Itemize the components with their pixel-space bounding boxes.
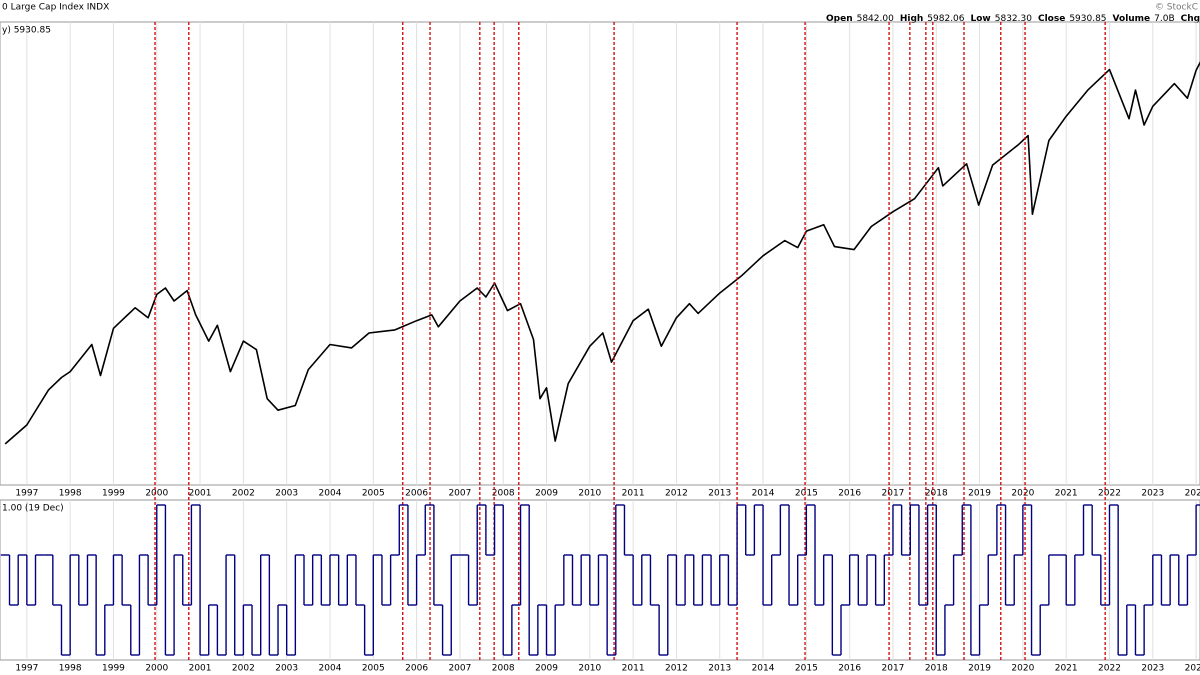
x-tick-label: 2023 — [1141, 489, 1164, 499]
quote-value: 7.0B — [1154, 14, 1175, 24]
quote-text: Open 5842.00 High 5982.06 Low 5832.30 Close 593… — [826, 14, 1200, 24]
x-tick-label: 2004 — [319, 489, 342, 499]
x-tick-label: 2004 — [319, 664, 342, 674]
x-tick-label: 2010 — [578, 489, 601, 499]
x-tick-label: 2008 — [492, 664, 515, 674]
price-line — [4, 60, 1200, 445]
x-tick-label: 2020 — [1011, 664, 1034, 674]
quote-value: 5930.85 — [1069, 14, 1106, 24]
x-tick-label: 2013 — [708, 489, 731, 499]
quote-label: Low — [971, 14, 991, 24]
x-tick-label: 1999 — [102, 664, 125, 674]
quote-label: High — [900, 14, 923, 24]
x-tick-label: 2005 — [362, 664, 385, 674]
x-tick-label: 2011 — [622, 489, 645, 499]
x-tick-label: 2014 — [752, 489, 775, 499]
x-tick-label: 2024 — [1185, 664, 1200, 674]
x-tick-label: 2022 — [1098, 664, 1121, 674]
x-tick-label: 2021 — [1055, 489, 1078, 499]
quote-label: Volume — [1113, 14, 1151, 24]
x-tick-label: 2024 — [1185, 489, 1200, 499]
x-tick-label: 2019 — [968, 664, 991, 674]
x-tick-label: 2007 — [448, 664, 471, 674]
quote-value: 5832.30 — [995, 14, 1032, 24]
x-tick-label: 1997 — [15, 489, 38, 499]
quote-label: Close — [1038, 14, 1065, 24]
x-tick-label: 2016 — [838, 664, 861, 674]
x-tick-label: 2007 — [448, 489, 471, 499]
x-tick-label: 2015 — [795, 664, 818, 674]
x-tick-label: 1997 — [15, 664, 38, 674]
legend-label: 1.00 (19 Dec) — [2, 504, 64, 514]
watermark: © StockC — [1155, 3, 1198, 13]
quote-value: 5982.06 — [927, 14, 964, 24]
x-tick-label: 1998 — [59, 664, 82, 674]
price-panel — [0, 21, 1200, 486]
chart-title: 0 Large Cap Index INDX — [2, 3, 109, 13]
x-tick-label: 2009 — [535, 664, 558, 674]
quote-label: Open — [826, 14, 853, 24]
x-tick-label: 2008 — [492, 489, 515, 499]
x-tick-label: 2005 — [362, 489, 385, 499]
x-tick-label: 2014 — [752, 664, 775, 674]
x-tick-label: 2012 — [665, 489, 688, 499]
x-tick-label: 2000 — [145, 664, 168, 674]
legend-label: y) 5930.85 — [2, 26, 51, 36]
x-tick-label: 2006 — [405, 664, 428, 674]
x-tick-label: 2006 — [405, 489, 428, 499]
x-tick-label: 2019 — [968, 489, 991, 499]
x-tick-label: 2000 — [145, 489, 168, 499]
quote-value: 5842.00 — [857, 14, 894, 24]
x-tick-label: 2021 — [1055, 664, 1078, 674]
x-tick-label: 2018 — [925, 664, 948, 674]
x-tick-label: 2015 — [795, 489, 818, 499]
x-tick-label: 2003 — [275, 489, 298, 499]
x-tick-label: 2012 — [665, 664, 688, 674]
x-tick-label: 2023 — [1141, 664, 1164, 674]
x-tick-label: 2001 — [189, 664, 212, 674]
quote-label: Chg — [1181, 14, 1200, 24]
x-tick-label: 2016 — [838, 489, 861, 499]
x-tick-label: 2018 — [925, 489, 948, 499]
x-tick-label: 2009 — [535, 489, 558, 499]
indicator-panel — [0, 499, 1200, 661]
x-tick-label: 2011 — [622, 664, 645, 674]
x-tick-label: 2017 — [882, 489, 905, 499]
quote-bar: Open 5842.00 High 5982.06 Low 5832.30 Close 593… — [826, 14, 1200, 24]
x-tick-label: 2017 — [882, 664, 905, 674]
x-tick-label: 2001 — [189, 489, 212, 499]
x-tick-label: 2002 — [232, 489, 255, 499]
x-tick-label: 2010 — [578, 664, 601, 674]
x-tick-label: 2022 — [1098, 489, 1121, 499]
x-tick-label: 1998 — [59, 489, 82, 499]
x-tick-label: 2002 — [232, 664, 255, 674]
x-tick-label: 1999 — [102, 489, 125, 499]
x-tick-label: 2013 — [708, 664, 731, 674]
x-tick-label: 2020 — [1011, 489, 1034, 499]
x-tick-label: 2003 — [275, 664, 298, 674]
